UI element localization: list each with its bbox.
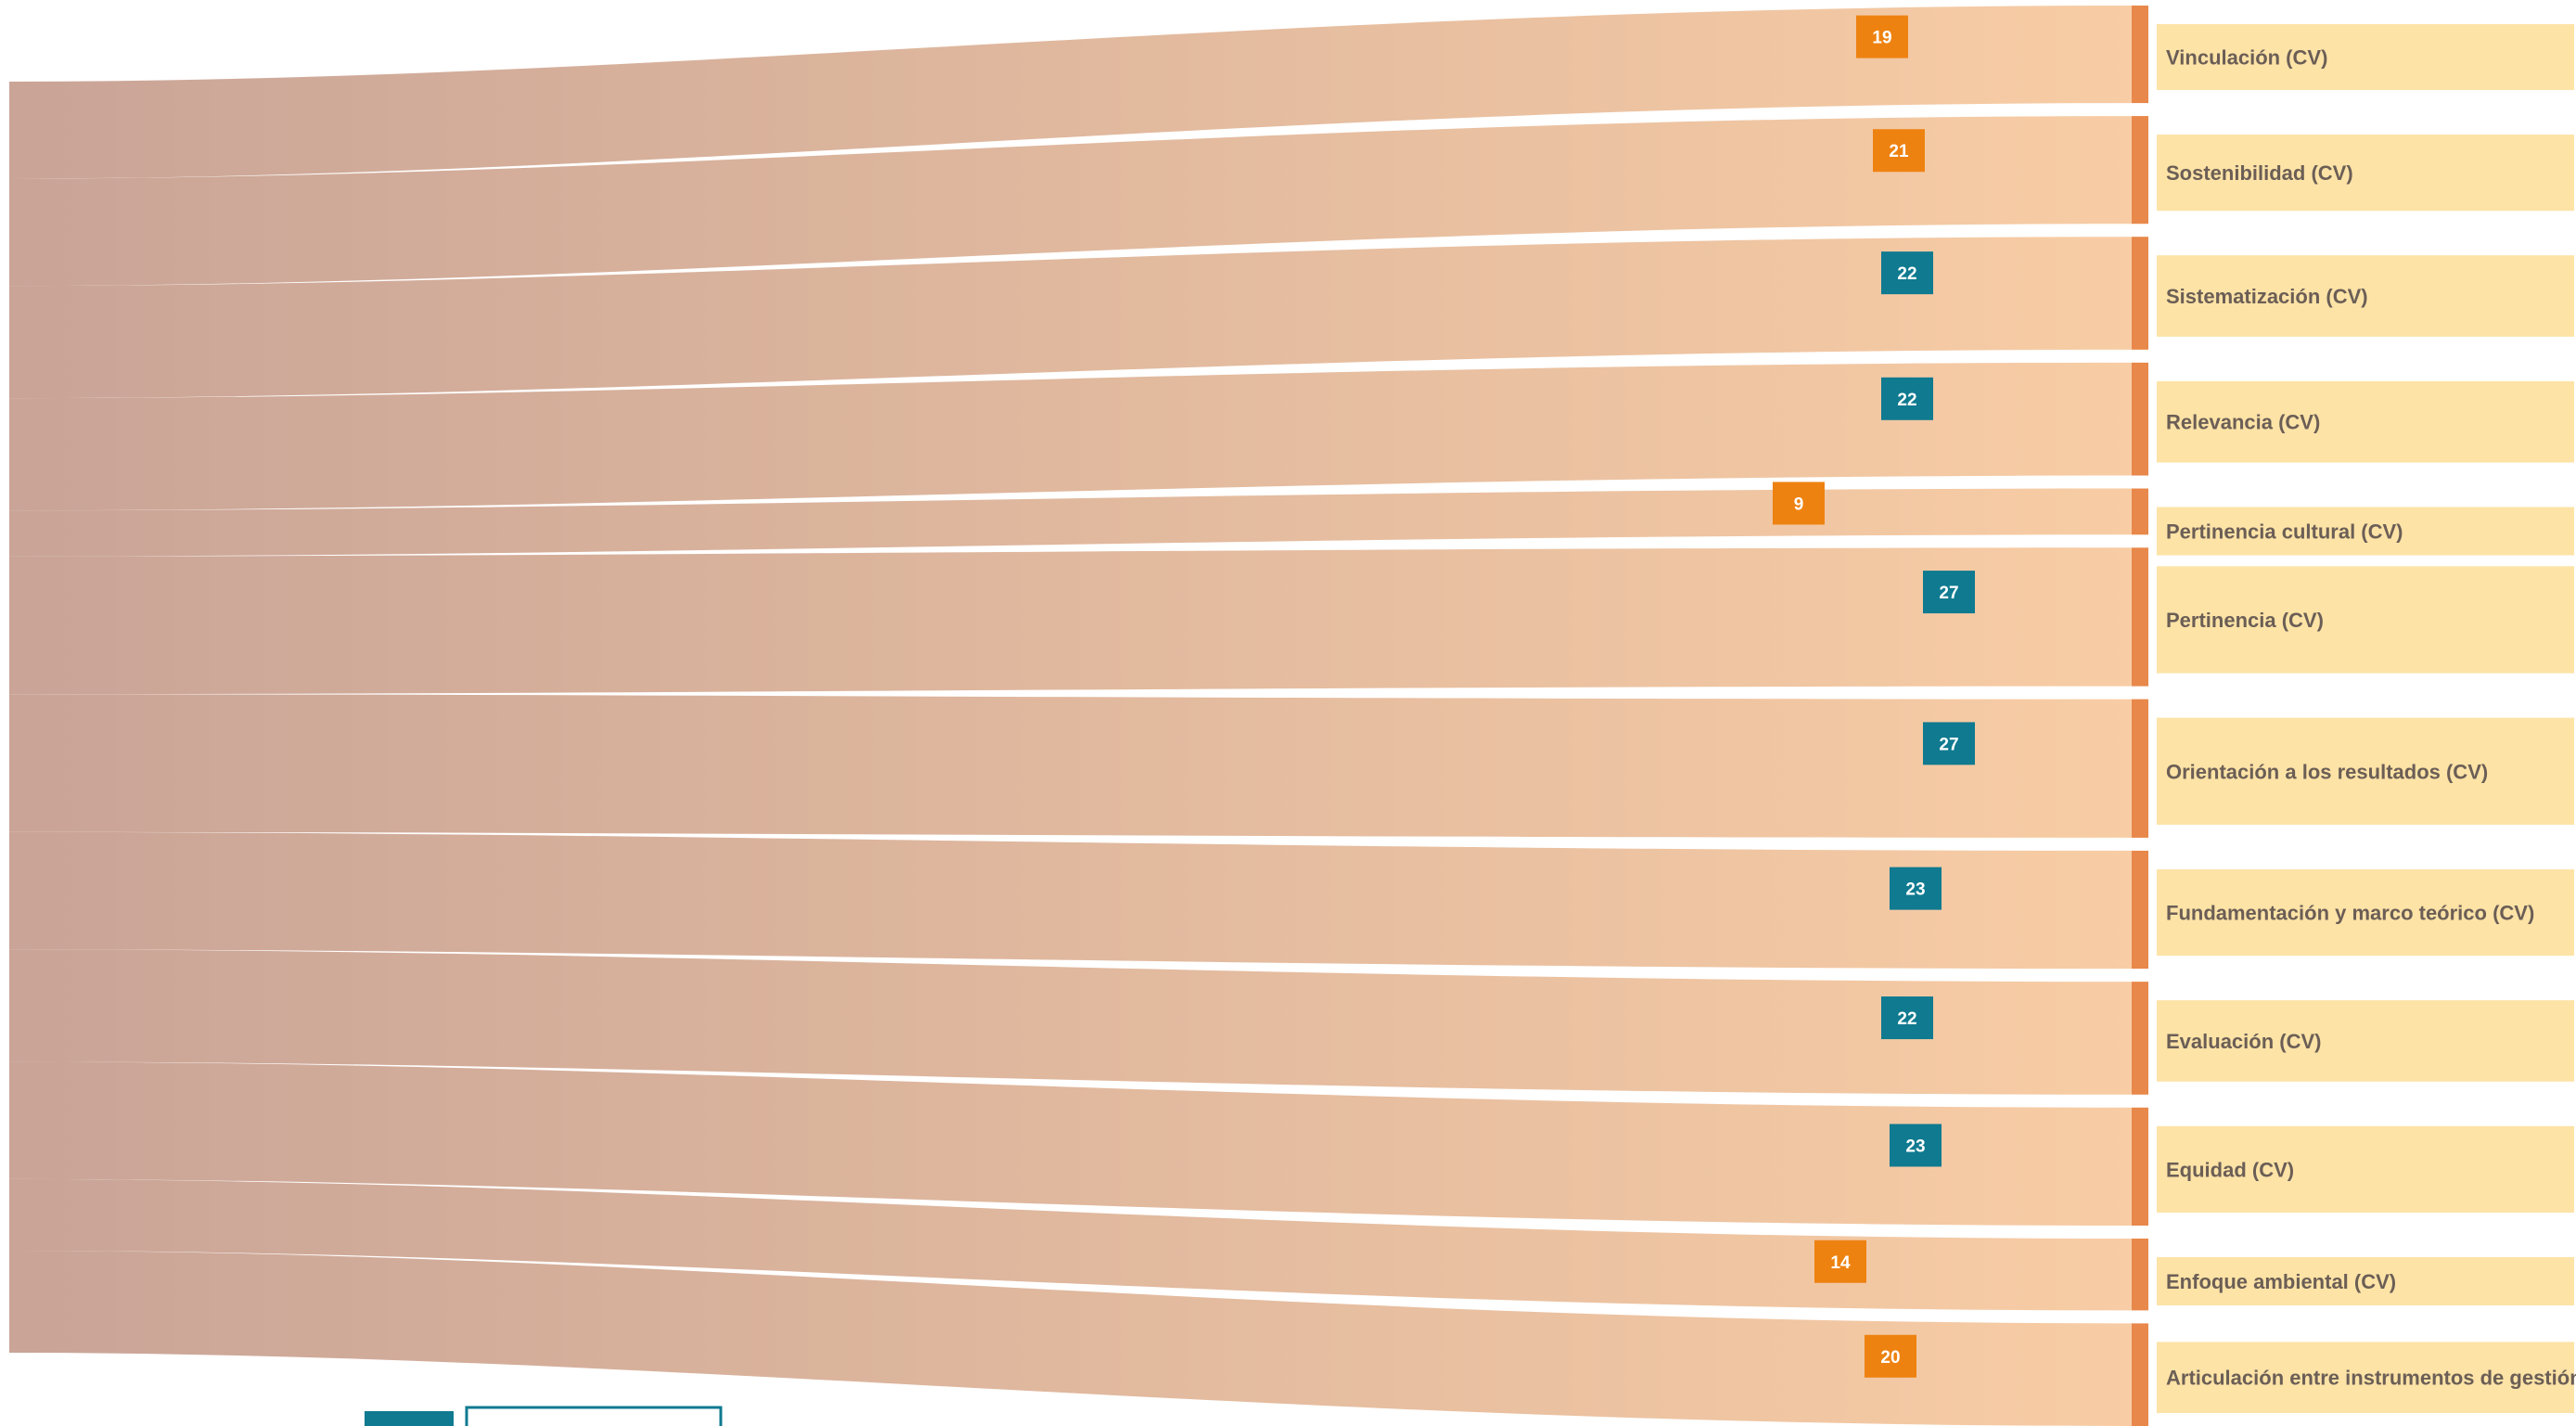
target-bar-orientacion-a-los-resultados-cv: [2132, 699, 2148, 838]
sankey-badges: 19 21 22 22 9 27 27 23 22 23 14 20: [1773, 15, 1975, 1378]
node-label-articulacion-entre-instrumentos-de-gestion: Articulación entre instrumentos de gesti…: [2166, 1367, 2576, 1390]
value-badge-fundamentacion-y-marco-teorico-cv: [1890, 867, 1942, 910]
sankey-link-sostenibilidad-cv: [9, 116, 2132, 287]
value-label-sostenibilidad-cv: 21: [1889, 142, 1909, 161]
value-label-sistematizacion-cv: 22: [1897, 264, 1916, 284]
node-label-pertinencia-cv: Pertinencia (CV): [2166, 609, 2324, 632]
value-badge-relevancia-cv: [1881, 377, 1933, 420]
sankey-link-vinculacion-cv: [9, 6, 2132, 179]
label-box-orientacion-a-los-resultados-cv: [2157, 717, 2574, 825]
value-badge-orientacion-a-los-resultados-cv: [1923, 722, 1975, 765]
target-bar-relevancia-cv: [2132, 362, 2148, 476]
target-bar-articulacion-entre-instrumentos-de-gestion: [2132, 1323, 2148, 1426]
sankey-link-evaluacion-cv: [9, 949, 2132, 1095]
target-bar-fundamentacion-y-marco-teorico-cv: [2132, 850, 2148, 970]
value-badge-equidad-cv: [1890, 1124, 1942, 1167]
target-bar-evaluacion-cv: [2132, 982, 2148, 1095]
sankey-targets: [2132, 6, 2148, 1426]
node-label-fundamentacion-y-marco-teorico-cv: Fundamentación y marco teórico (CV): [2166, 902, 2534, 925]
value-label-articulacion-entre-instrumentos-de-gestion: 20: [1880, 1348, 1900, 1368]
value-label-relevancia-cv: 22: [1897, 391, 1916, 410]
label-box-equidad-cv: [2157, 1125, 2574, 1213]
value-badge-sostenibilidad-cv: [1873, 129, 1925, 173]
value-label-vinculacion-cv: 19: [1872, 29, 1891, 48]
value-badge-evaluacion-cv: [1881, 996, 1933, 1040]
value-label-orientacion-a-los-resultados-cv: 27: [1939, 735, 1958, 754]
sankey-link-equidad-cv: [9, 1061, 2132, 1226]
label-box-sistematizacion-cv: [2157, 255, 2574, 337]
label-box-enfoque-ambiental-cv: [2157, 1256, 2574, 1305]
value-label-pertinencia-cultural-cv: 9: [1794, 495, 1804, 514]
target-bar-sistematizacion-cv: [2132, 237, 2148, 350]
sankey-link-articulacion-entre-instrumentos-de-gestion: [9, 1250, 2132, 1426]
value-label-pertinencia-cv: 27: [1939, 584, 1958, 603]
label-box-fundamentacion-y-marco-teorico-cv: [2157, 868, 2574, 957]
sankey-link-pertinencia-cv: [9, 547, 2132, 695]
value-badge-pertinencia-cv: [1923, 571, 1975, 614]
label-box-relevancia-cv: [2157, 380, 2574, 463]
sankey-link-pertinencia-cultural-cv: [9, 488, 2132, 557]
legend-swatch: [365, 1411, 454, 1426]
value-badge-sistematizacion-cv: [1881, 251, 1933, 295]
node-label-vinculacion-cv: Vinculación (CV): [2166, 46, 2327, 70]
node-label-orientacion-a-los-resultados-cv: Orientación a los resultados (CV): [2166, 760, 2488, 783]
target-bar-equidad-cv: [2132, 1107, 2148, 1226]
sankey-link-orientacion-a-los-resultados-cv: [9, 694, 2132, 838]
node-label-relevancia-cv: Relevancia (CV): [2166, 411, 2320, 434]
label-box-evaluacion-cv: [2157, 1000, 2574, 1082]
node-label-sostenibilidad-cv: Sostenibilidad (CV): [2166, 161, 2353, 185]
sankey-link-relevancia-cv: [9, 362, 2132, 511]
sankey-link-enfoque-ambiental-cv: [9, 1178, 2132, 1311]
value-label-enfoque-ambiental-cv: 14: [1830, 1253, 1851, 1273]
label-box-pertinencia-cultural-cv: [2157, 507, 2574, 556]
target-bar-vinculacion-cv: [2132, 6, 2148, 104]
target-bar-sostenibilidad-cv: [2132, 116, 2148, 225]
target-bar-pertinencia-cultural-cv: [2132, 488, 2148, 535]
sankey-links: [9, 6, 2132, 1426]
sankey-link-sistematizacion-cv: [9, 237, 2132, 399]
node-label-equidad-cv: Equidad (CV): [2166, 1158, 2294, 1181]
target-bar-enfoque-ambiental-cv: [2132, 1238, 2148, 1311]
legend-box: [465, 1406, 723, 1426]
label-box-pertinencia-cv: [2157, 566, 2574, 674]
value-badge-vinculacion-cv: [1856, 15, 1908, 58]
value-label-equidad-cv: 23: [1905, 1137, 1925, 1156]
sankey-labels: Vinculación (CV) Sostenibilidad (CV) Siste…: [2157, 24, 2576, 1413]
value-badge-articulacion-entre-instrumentos-de-gestion: [1865, 1334, 1916, 1378]
value-badge-enfoque-ambiental-cv: [1814, 1240, 1866, 1283]
value-label-fundamentacion-y-marco-teorico-cv: 23: [1905, 880, 1925, 900]
node-label-enfoque-ambiental-cv: Enfoque ambiental (CV): [2166, 1270, 2396, 1293]
sankey-link-fundamentacion-y-marco-teorico-cv: [9, 831, 2132, 970]
label-box-vinculacion-cv: [2157, 24, 2574, 91]
label-box-sostenibilidad-cv: [2157, 135, 2574, 212]
node-label-pertinencia-cultural-cv: Pertinencia cultural (CV): [2166, 520, 2403, 544]
value-badge-pertinencia-cultural-cv: [1773, 482, 1825, 525]
value-label-evaluacion-cv: 22: [1897, 1009, 1916, 1029]
node-label-sistematizacion-cv: Sistematización (CV): [2166, 285, 2368, 308]
node-label-evaluacion-cv: Evaluación (CV): [2166, 1030, 2321, 1053]
label-box-articulacion-entre-instrumentos-de-gestion: [2157, 1342, 2574, 1413]
legend: [365, 1406, 723, 1426]
target-bar-pertinencia-cv: [2132, 547, 2148, 687]
